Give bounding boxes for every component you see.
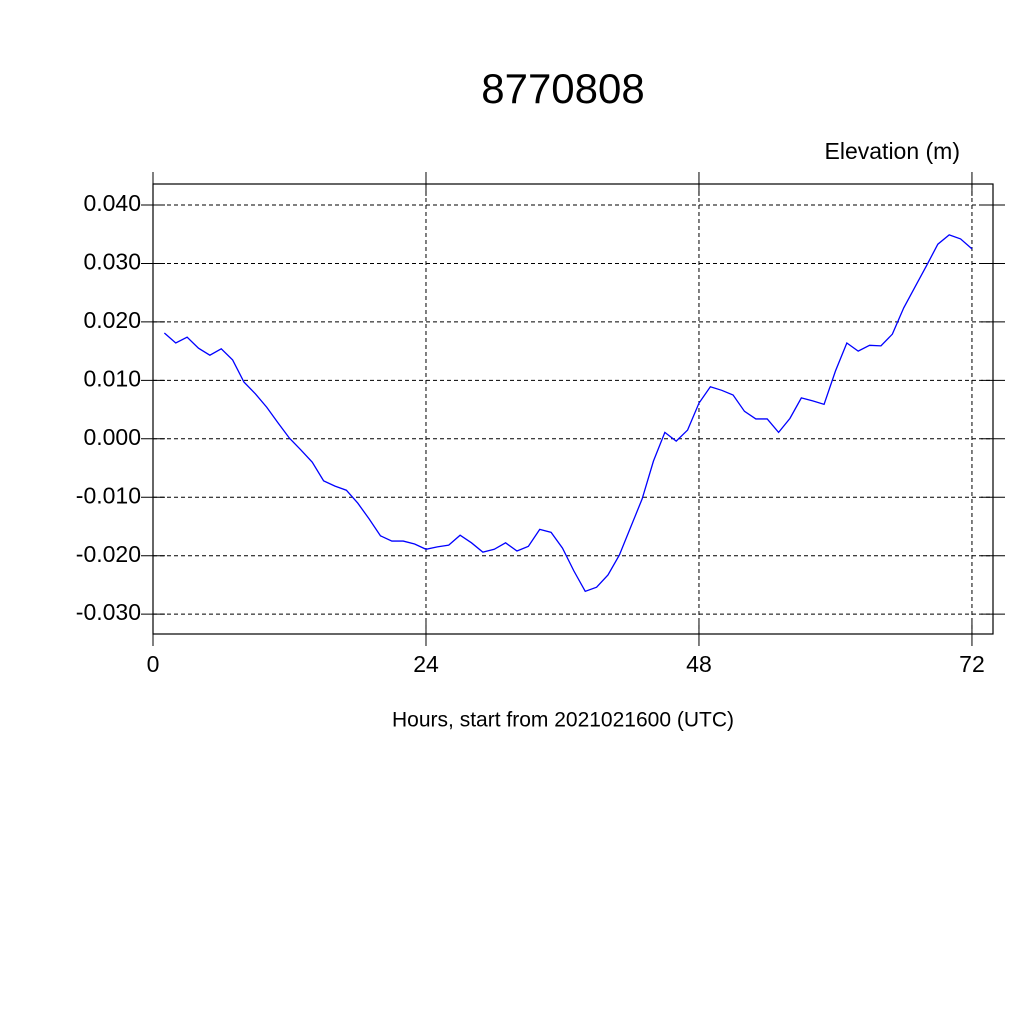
y-tick-label: 0.040 xyxy=(83,190,141,216)
y-tick-label: -0.020 xyxy=(76,541,141,567)
chart-subtitle: Elevation (m) xyxy=(825,138,960,164)
y-tick-label: 0.030 xyxy=(83,249,141,275)
x-tick-label: 0 xyxy=(147,651,160,677)
x-tick-label: 72 xyxy=(959,651,985,677)
x-tick-label: 48 xyxy=(686,651,712,677)
x-axis-label: Hours, start from 2021021600 (UTC) xyxy=(392,709,734,732)
chart-title: 8770808 xyxy=(481,65,645,112)
y-tick-label: 0.000 xyxy=(83,424,141,450)
y-tick-label: -0.010 xyxy=(76,482,141,508)
x-tick-label: 24 xyxy=(413,651,439,677)
line-series xyxy=(163,234,973,593)
y-tick-label: 0.010 xyxy=(83,365,141,391)
y-tick-label: -0.030 xyxy=(76,599,141,625)
y-tick-label: 0.020 xyxy=(83,307,141,333)
plot-frame xyxy=(152,183,994,635)
